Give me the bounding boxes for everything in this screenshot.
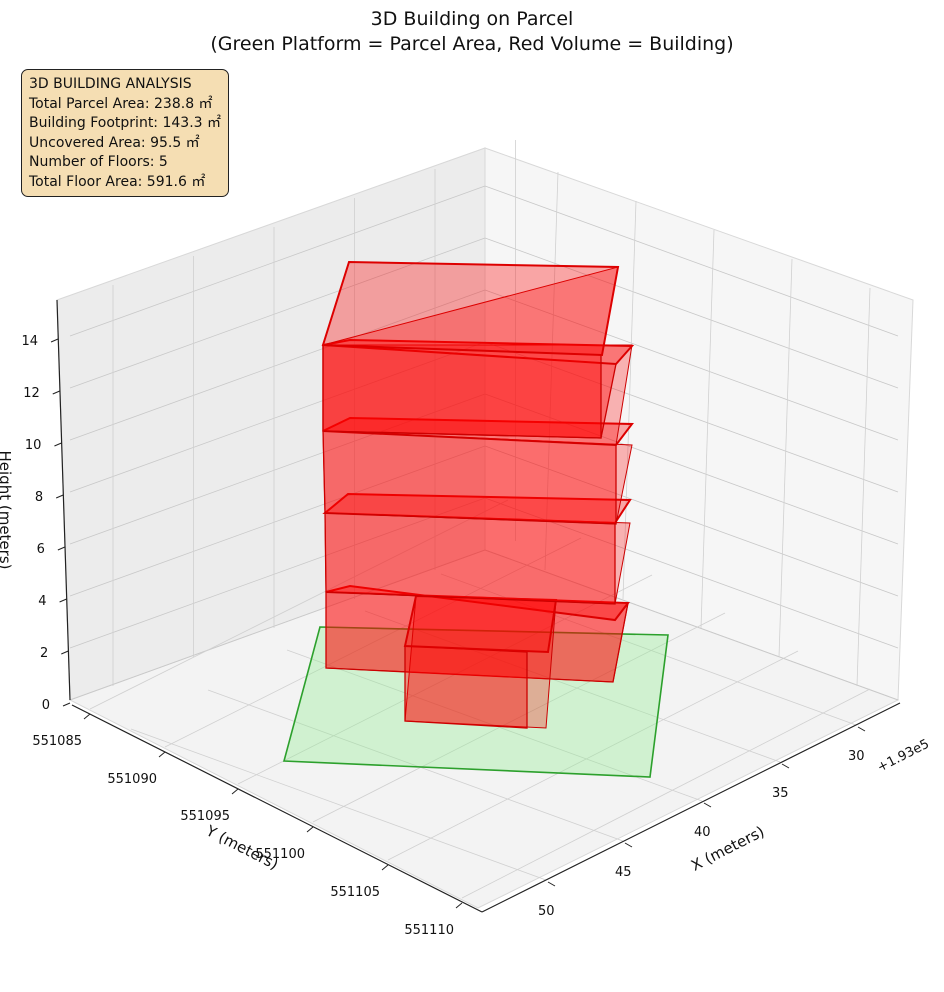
z-axis-line [56,299,71,701]
y-tick-label: 551110 [404,923,454,938]
y-tick-mark [158,751,166,758]
x-gridline-floor [207,689,624,842]
building-floor-4-top [322,338,635,366]
x-gridline-wall [778,258,793,658]
x-tick-label: 30 [848,749,865,764]
z-gridline-right [484,237,899,389]
z-tick-label: 4 [38,594,46,609]
y-gridline-floor [89,499,509,710]
building-analysis-box: 3D BUILDING ANALYSIS Total Parcel Area: … [21,69,229,197]
x-axis-line [481,702,901,913]
z-tick-mark [62,702,71,707]
x-tick-mark [547,881,556,887]
z-tick-label: 8 [35,490,43,505]
building-floor-4 [322,338,635,446]
y-tick-label: 551090 [107,772,157,787]
info-total-floor-area: Total Floor Area: 591.6 ㎡ [29,173,206,190]
info-building-footprint: Building Footprint: 143.3 ㎡ [29,115,222,132]
z-gridline-right [484,497,899,649]
z-tick-label: 2 [40,646,48,661]
y-tick-label: 551085 [32,734,82,749]
z-axis-label: Height (meters) [0,451,14,570]
z-tick-label: 12 [23,386,40,401]
z-gridline-left [69,289,486,441]
z-gridline-right [484,445,899,597]
z-gridline-left [69,549,486,701]
z-tick-mark [59,598,67,603]
y-tick-mark [231,788,239,795]
x-tick-mark [781,763,790,769]
y-tick-mark [455,902,463,909]
y-gridline-floor [387,650,799,861]
x-tick-label: 35 [772,786,789,801]
z-tick-mark [55,494,64,499]
z-gridline-left [69,341,486,493]
y-axis-line [71,704,483,913]
info-total-parcel-area: Total Parcel Area: 238.8 ㎡ [29,95,213,112]
y-tick-label: 551100 [255,847,305,862]
info-uncovered-area: Uncovered Area: 95.5 ㎡ [29,134,200,151]
y-gridline-floor [312,612,726,823]
y-gridline-floor [164,537,582,748]
building-floor-2-top [322,492,632,525]
building-annex-top [403,594,558,654]
info-number-of-floors: Number of Floors: 5 [29,154,168,171]
z-gridline-right [484,341,899,493]
z-gridline-left [69,185,486,337]
z-tick-mark [54,442,62,447]
x-gridline-floor [364,610,781,763]
z-tick-mark [50,338,59,343]
building-floor-5-top [321,260,620,357]
z-gridline-right [484,185,899,337]
x-gridline-wall [622,200,637,600]
z-tick-mark [52,390,60,395]
y-gridline-floor [461,688,871,899]
z-tick-label: 6 [37,542,45,557]
z-tick-label: 14 [21,334,38,349]
x-offset-label: +1.93e5 [875,737,932,776]
z-tick-label: 10 [25,438,42,453]
building-floor-3 [322,416,634,525]
x-tick-label: 40 [694,825,711,840]
y-tick-mark [306,826,314,833]
z-tick-mark [61,650,69,655]
z-gridline-right [484,289,899,441]
z-gridline-left [69,497,486,649]
x-gridline-wall [700,229,715,629]
x-gridline-floor [130,728,547,881]
y-tick-label: 551105 [330,885,380,900]
x-tick-mark [624,842,633,848]
z-gridline-right [484,549,899,701]
x-tick-label: 45 [615,865,632,880]
chart-subtitle: (Green Platform = Parcel Area, Red Volum… [210,33,733,55]
x-gridline-wall [544,171,559,571]
building-floor-2-front [324,512,616,605]
axis-ticks: 0 2 4 6 8 10 12 14 551085 551090 551095 551100 55110… [21,334,866,938]
x-tick-mark [857,726,866,732]
gridlines [69,140,899,899]
building-floor-5-front [322,344,602,439]
chart-title: 3D Building on Parcel [371,8,574,30]
y-tick-label: 551095 [180,809,230,824]
axis-lines [56,299,901,913]
building-annex [403,594,558,729]
z-gridline-right [484,393,899,545]
y-gridline-floor [237,574,653,785]
y-tick-mark [83,713,91,720]
building-floor-3-front [322,430,617,525]
z-tick-label: 0 [42,698,50,713]
info-title: 3D BUILDING ANALYSIS [29,76,192,92]
x-tick-label: 50 [538,904,555,919]
x-tick-mark [703,802,712,808]
x-gridline-wall [856,287,871,687]
building-annex-front [404,645,528,729]
z-tick-mark [57,546,66,551]
y-tick-mark [381,864,389,871]
building-volume [321,260,635,729]
z-gridline-left [69,445,486,597]
building-floor-5 [321,260,620,439]
